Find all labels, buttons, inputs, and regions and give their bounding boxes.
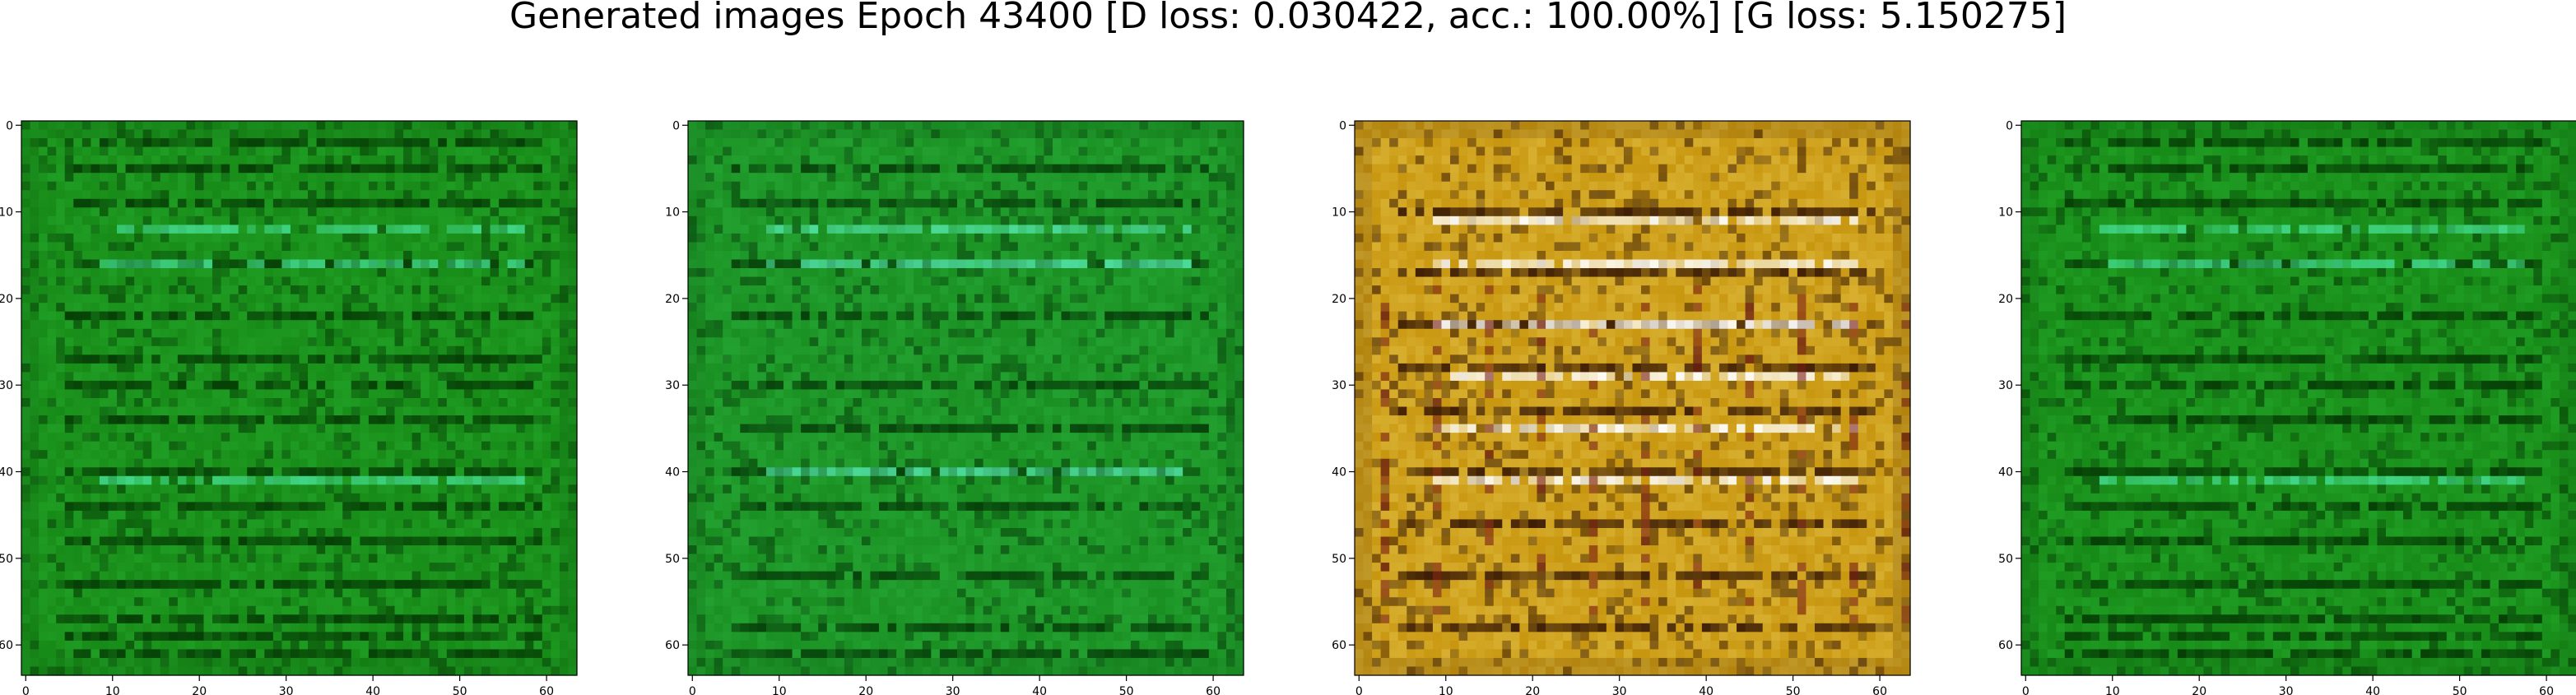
y-tick-label: 10 xyxy=(1998,206,2013,220)
x-tick-label: 50 xyxy=(2453,685,2467,695)
y-tick-label: 40 xyxy=(1998,466,2013,480)
image-panel-4: 0 10 20 30 40 50 60 0 10 20 30 40 50 60 xyxy=(1998,119,2576,695)
y-tick-label: 20 xyxy=(0,293,13,306)
pixel-grid xyxy=(1355,121,1911,676)
image-panel-2: 0 10 20 30 40 50 60 0 10 20 30 40 50 60 xyxy=(665,119,1244,695)
x-tick-label: 0 xyxy=(1355,685,1363,695)
x-tick-label: 0 xyxy=(2022,685,2030,695)
x-tick-label: 30 xyxy=(1612,685,1627,695)
y-tick-label: 50 xyxy=(665,553,680,566)
y-tick-label: 50 xyxy=(0,553,13,566)
x-tick-label: 20 xyxy=(2192,685,2206,695)
y-tick-label: 50 xyxy=(1332,553,1346,566)
x-tick-label: 10 xyxy=(105,685,120,695)
x-tick-label: 20 xyxy=(858,685,873,695)
y-tick-label: 30 xyxy=(1998,379,2013,392)
x-tick-label: 30 xyxy=(2279,685,2294,695)
y-tick-label: 60 xyxy=(1998,639,2013,652)
y-tick-label: 30 xyxy=(0,379,13,392)
y-tick-label: 30 xyxy=(1332,379,1346,392)
image-panel-3: 0 10 20 30 40 50 60 0 10 20 30 40 50 60 xyxy=(1332,119,1910,695)
image-panel-1: 0 10 20 30 40 50 60 0 10 20 30 40 50 60 xyxy=(0,119,578,695)
x-tick-label: 40 xyxy=(365,685,380,695)
x-tick-label: 30 xyxy=(279,685,294,695)
x-tick-label: 60 xyxy=(539,685,554,695)
pixel-grid xyxy=(21,121,578,676)
y-tick-label: 20 xyxy=(1998,293,2013,306)
y-tick-label: 60 xyxy=(1332,639,1346,652)
x-tick-label: 0 xyxy=(22,685,30,695)
y-tick-label: 10 xyxy=(665,206,680,220)
x-tick-label: 0 xyxy=(689,685,696,695)
y-tick-label: 20 xyxy=(665,293,680,306)
y-tick-label: 40 xyxy=(0,466,13,480)
y-tick-label: 0 xyxy=(2006,119,2013,132)
y-tick-label: 40 xyxy=(1332,466,1346,480)
x-tick-label: 20 xyxy=(1525,685,1540,695)
x-tick-label: 20 xyxy=(192,685,207,695)
y-tick-label: 30 xyxy=(665,379,680,392)
pixel-grid xyxy=(2021,121,2576,676)
x-tick-label: 40 xyxy=(2365,685,2380,695)
x-tick-label: 60 xyxy=(1872,685,1887,695)
x-tick-label: 50 xyxy=(453,685,467,695)
y-tick-label: 0 xyxy=(6,119,13,132)
x-tick-label: 60 xyxy=(1206,685,1221,695)
y-tick-label: 0 xyxy=(672,119,680,132)
x-tick-label: 10 xyxy=(2105,685,2120,695)
x-tick-label: 60 xyxy=(2539,685,2554,695)
x-tick-label: 40 xyxy=(1032,685,1047,695)
x-tick-label: 50 xyxy=(1119,685,1134,695)
y-tick-label: 10 xyxy=(0,206,13,220)
y-tick-label: 50 xyxy=(1998,553,2013,566)
y-tick-label: 40 xyxy=(665,466,680,480)
x-tick-label: 10 xyxy=(1439,685,1453,695)
pixel-grid xyxy=(688,121,1244,676)
y-tick-label: 60 xyxy=(665,639,680,652)
y-tick-label: 0 xyxy=(1339,119,1346,132)
x-tick-label: 10 xyxy=(772,685,787,695)
x-tick-label: 50 xyxy=(1786,685,1801,695)
x-tick-label: 30 xyxy=(946,685,960,695)
y-tick-label: 60 xyxy=(0,639,13,652)
y-tick-label: 10 xyxy=(1332,206,1346,220)
y-tick-label: 20 xyxy=(1332,293,1346,306)
x-tick-label: 40 xyxy=(1699,685,1713,695)
